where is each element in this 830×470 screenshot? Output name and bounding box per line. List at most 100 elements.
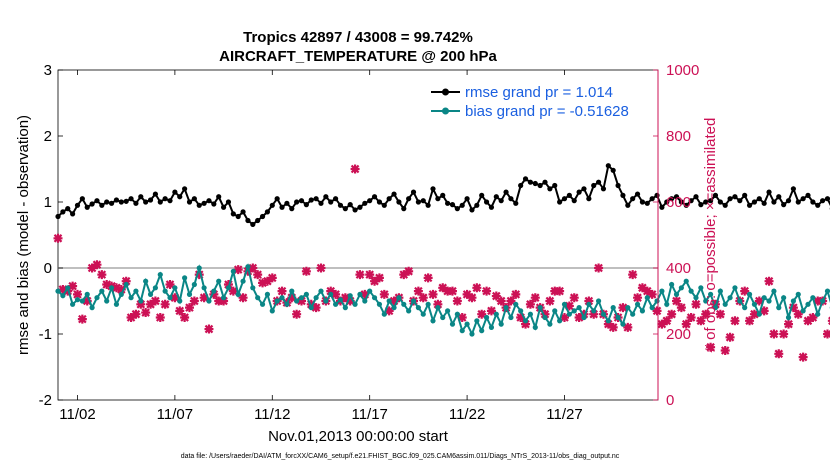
bias-point <box>104 298 110 304</box>
obs-count-marker <box>686 313 696 322</box>
bias-point <box>800 308 806 314</box>
bias-point <box>362 298 368 304</box>
obs-count-marker <box>258 278 268 288</box>
obs-count-marker <box>511 289 521 299</box>
obs-count-marker <box>360 289 370 299</box>
bias-point <box>337 297 344 303</box>
obs-count-marker <box>555 286 565 296</box>
bias-point <box>143 278 149 284</box>
rmse-point <box>527 179 534 185</box>
obs-count-marker <box>652 306 662 316</box>
bias-point <box>225 285 232 291</box>
bias-point <box>737 298 743 304</box>
rmse-point <box>206 198 212 204</box>
rmse-point <box>518 182 524 189</box>
rmse-point <box>469 207 475 213</box>
obs-count-layer <box>53 164 830 362</box>
rmse-point <box>298 198 305 204</box>
bias-point <box>751 301 758 307</box>
bias-point <box>630 311 636 317</box>
rmse-point <box>74 202 81 208</box>
rmse-point <box>776 194 782 200</box>
bias-point <box>162 288 168 294</box>
rmse-point <box>493 194 499 200</box>
bias-point <box>790 298 796 304</box>
obs-count-marker <box>399 270 409 280</box>
obs-count-marker <box>540 309 550 319</box>
bias-point <box>703 298 709 304</box>
obs-count-marker <box>428 289 438 299</box>
bias-point <box>269 308 275 314</box>
rmse-point <box>581 186 587 192</box>
bias-point <box>498 321 504 327</box>
bias-point <box>328 291 334 297</box>
rmse-point <box>727 196 733 202</box>
bias-point <box>508 314 514 321</box>
bias-point <box>294 298 300 304</box>
obs-count-marker <box>506 296 516 306</box>
bias-point <box>220 295 227 301</box>
bias-point <box>474 318 480 324</box>
rmse-point <box>552 182 558 189</box>
rmse-point <box>654 192 660 198</box>
bias-point <box>128 295 134 301</box>
rmse-point <box>683 202 689 208</box>
obs-count-marker <box>204 324 214 334</box>
bias-point <box>279 295 285 301</box>
obs-count-marker <box>184 303 194 313</box>
rmse-point <box>542 179 548 185</box>
bias-point <box>552 308 558 314</box>
bias-point <box>157 272 163 278</box>
rmse-point <box>84 204 90 210</box>
bias-point <box>55 288 61 294</box>
rmse-point <box>70 211 76 217</box>
bias-point <box>581 314 587 321</box>
obs-count-marker <box>545 296 555 306</box>
bias-point <box>313 295 319 301</box>
bias-point <box>479 328 485 334</box>
bias-point <box>620 321 626 327</box>
bias-point <box>746 291 753 297</box>
bias-point <box>410 298 417 304</box>
obs-count-marker <box>491 291 501 301</box>
rmse-point <box>488 204 495 210</box>
obs-count-marker <box>467 293 477 303</box>
rmse-point <box>60 209 66 215</box>
bias-point <box>722 301 728 307</box>
bias-point <box>60 293 66 299</box>
bias-point <box>654 298 660 304</box>
bias-point <box>245 264 251 270</box>
bias-point <box>756 311 762 317</box>
rmse-point <box>259 213 266 220</box>
obs-count-marker <box>696 316 706 326</box>
obs-count-marker <box>262 276 272 286</box>
bias-point <box>186 291 193 297</box>
rmse-point <box>693 194 699 200</box>
rmse-point <box>464 196 470 202</box>
obs-count-marker <box>238 293 248 303</box>
rmse-point <box>673 194 680 200</box>
bias-point <box>230 268 236 274</box>
obs-count-marker <box>350 164 360 174</box>
x-tick-label: 11/22 <box>449 406 485 423</box>
rmse-point <box>591 182 597 189</box>
obs-count-marker <box>482 286 492 296</box>
bias-point <box>600 311 607 317</box>
bias-point <box>449 321 456 327</box>
obs-count-marker <box>803 316 813 326</box>
bias-point <box>342 305 348 311</box>
y-left-tick-label: 1 <box>44 194 52 211</box>
rmse-point <box>639 199 646 205</box>
legend-bias-marker <box>442 107 449 115</box>
bias-point <box>352 301 358 307</box>
rmse-point <box>220 204 227 210</box>
obs-count-marker <box>623 322 633 332</box>
obs-count-marker <box>292 309 302 319</box>
obs-count-marker <box>121 276 131 286</box>
rmse-point <box>440 192 446 198</box>
rmse-point <box>430 186 436 192</box>
obs-count-marker <box>253 270 263 280</box>
obs-count-marker <box>340 293 350 303</box>
bias-point <box>138 298 144 304</box>
bias-point <box>250 285 256 291</box>
